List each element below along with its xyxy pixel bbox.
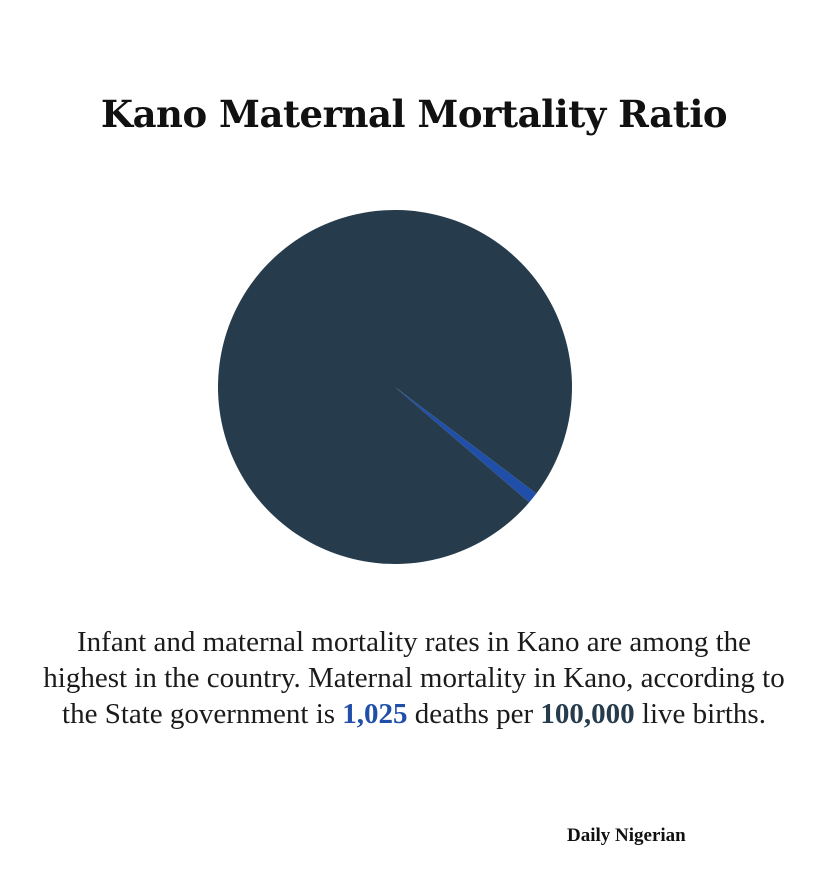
pie-slice-maternal-deaths bbox=[395, 387, 537, 503]
pie-slice-remainder bbox=[217, 210, 573, 565]
caption-text-3: live births. bbox=[634, 698, 766, 730]
chart-title: Kano Maternal Mortality Ratio bbox=[100, 92, 728, 136]
caption-text-1: Infant and maternal mortality rates in K… bbox=[43, 626, 785, 730]
live-births-base-value: 100,000 bbox=[540, 698, 635, 730]
maternal-mortality-value: 1,025 bbox=[342, 698, 408, 730]
caption-text-2: deaths per bbox=[407, 698, 541, 730]
pie-chart bbox=[217, 210, 573, 565]
chart-caption: Infant and maternal mortality rates in K… bbox=[34, 624, 794, 732]
source-credit: Daily Nigerian bbox=[567, 825, 686, 846]
